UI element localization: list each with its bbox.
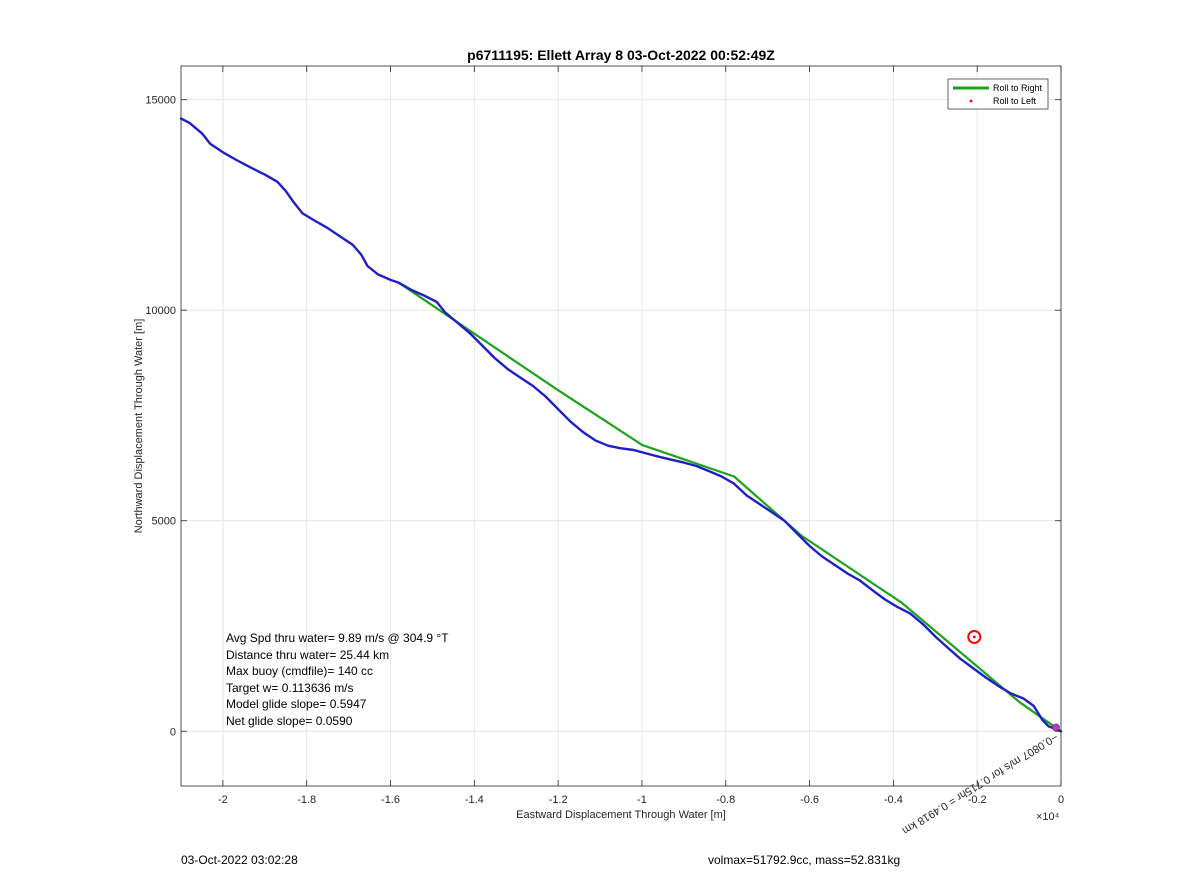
x-tick-label: 0 bbox=[1058, 794, 1064, 806]
tick-layer: -2 -1.8 -1.6 -1.4 -1.2 -1 -0.8 -0.6 -0.4 -0.2 0 0 50… bbox=[145, 66, 1064, 806]
x-tick-label: -1.4 bbox=[465, 794, 484, 806]
stat-distance: Distance thru water= 25.44 km bbox=[226, 647, 390, 662]
plot-frame bbox=[180, 65, 1062, 787]
x-tick-label: -0.2 bbox=[968, 794, 987, 806]
circle-marker bbox=[967, 629, 982, 644]
y-tick-label: 5000 bbox=[152, 516, 176, 528]
y-axis-label: Northward Displacement Through Water [m] bbox=[133, 319, 145, 534]
stat-avg-speed: Avg Spd thru water= 9.89 m/s @ 304.9 °T bbox=[226, 631, 449, 645]
x-tick-label: -0.8 bbox=[716, 794, 735, 806]
x-tick-label: -1.8 bbox=[297, 794, 316, 806]
chart-title: p6711195: Ellett Array 8 03-Oct-2022 00:… bbox=[467, 47, 775, 63]
footer-volmax: volmax=51792.9cc, mass=52.831kg bbox=[708, 853, 901, 867]
stat-net-glide: Net glide slope= 0.0590 bbox=[226, 713, 353, 728]
x-tick-label: -2 bbox=[218, 794, 228, 806]
legend-box bbox=[947, 78, 1049, 110]
series-point-1 bbox=[972, 635, 976, 639]
stat-target-w: Target w= 0.113636 m/s bbox=[226, 680, 354, 695]
end-marker bbox=[1052, 723, 1060, 732]
x-axis-label: Eastward Displacement Through Water [m] bbox=[516, 809, 726, 821]
stat-max-buoy: Max buoy (cmdfile)= 140 cc bbox=[226, 664, 374, 678]
x-tick-label: -1 bbox=[637, 794, 647, 806]
footer-timestamp: 03-Oct-2022 03:02:28 bbox=[181, 853, 298, 867]
series-line-2 bbox=[179, 117, 1063, 733]
x-exponent-label: ×10⁴ bbox=[1036, 811, 1060, 823]
y-tick-label: 15000 bbox=[145, 95, 176, 107]
x-tick-label: -0.4 bbox=[884, 794, 903, 806]
x-tick-label: -1.2 bbox=[549, 794, 568, 806]
legend-roll-left-label: Roll to Left bbox=[993, 96, 1037, 106]
y-tick-label: 10000 bbox=[145, 305, 176, 317]
series-line-0 bbox=[397, 281, 1063, 733]
x-tick-label: -0.6 bbox=[800, 794, 819, 806]
legend-roll-right-label: Roll to Right bbox=[993, 83, 1043, 93]
x-tick-label: -1.6 bbox=[381, 794, 400, 806]
legend: Roll to Right Roll to Left bbox=[947, 78, 1049, 110]
stats-block: Avg Spd thru water= 9.89 m/s @ 304.9 °T … bbox=[226, 630, 449, 729]
legend-roll-left-swatch bbox=[969, 99, 973, 103]
y-tick-label: 0 bbox=[170, 726, 176, 738]
stat-model-glide: Model glide slope= 0.5947 bbox=[226, 697, 367, 711]
